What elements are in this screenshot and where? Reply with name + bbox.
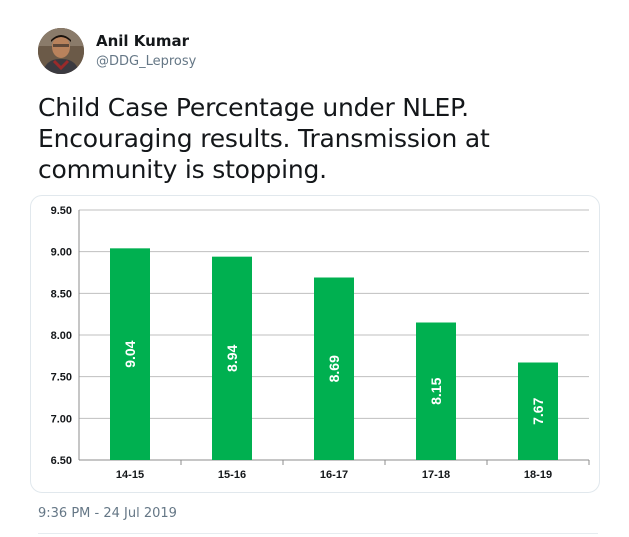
bar-data-label: 7.67 <box>530 397 546 424</box>
bar-data-label: 8.15 <box>428 377 444 404</box>
x-tick-label: 18-19 <box>524 469 552 481</box>
avatar-photo <box>38 28 84 74</box>
x-tick-label: 14-15 <box>116 469 144 481</box>
bar <box>110 248 150 460</box>
bar-data-label: 8.69 <box>326 355 342 382</box>
display-name[interactable]: Anil Kumar <box>96 32 189 50</box>
media-card[interactable]: 9.50 9.00 8.50 8.00 7.50 7.00 6.50 9.04 14-15 8.9… <box>30 195 600 493</box>
x-tick-label: 16-17 <box>320 469 348 481</box>
x-tick-label: 17-18 <box>422 469 450 481</box>
bar <box>518 362 558 460</box>
bar <box>314 277 354 460</box>
divider <box>38 533 598 534</box>
tweet-text: Child Case Percentage under NLEP. Encour… <box>38 92 598 185</box>
x-tick-label: 15-16 <box>218 469 246 481</box>
y-tick-label: 7.50 <box>51 372 72 384</box>
y-tick-label: 8.50 <box>51 288 72 300</box>
bar-chart: 9.50 9.00 8.50 8.00 7.50 7.00 6.50 9.04 14-15 8.9… <box>51 205 590 481</box>
bar <box>416 322 456 460</box>
y-tick-label: 7.00 <box>51 413 72 425</box>
tweet-text-line: Child Case Percentage under NLEP. <box>38 93 469 122</box>
tweet-text-line: community is stopping. <box>38 155 327 184</box>
bar-data-label: 9.04 <box>122 340 138 367</box>
y-tick-label: 6.50 <box>51 455 72 467</box>
username-handle[interactable]: @DDG_Leprosy <box>96 54 197 69</box>
y-tick-label: 8.00 <box>51 330 72 342</box>
tweet-timestamp[interactable]: 9:36 PM - 24 Jul 2019 <box>38 506 177 521</box>
y-tick-label: 9.00 <box>51 247 72 259</box>
bar <box>212 256 252 460</box>
tweet-text-line: Encouraging results. Transmission at <box>38 124 490 153</box>
avatar[interactable] <box>38 28 84 74</box>
y-tick-label: 9.50 <box>51 205 72 217</box>
bar-data-label: 8.94 <box>224 344 240 371</box>
